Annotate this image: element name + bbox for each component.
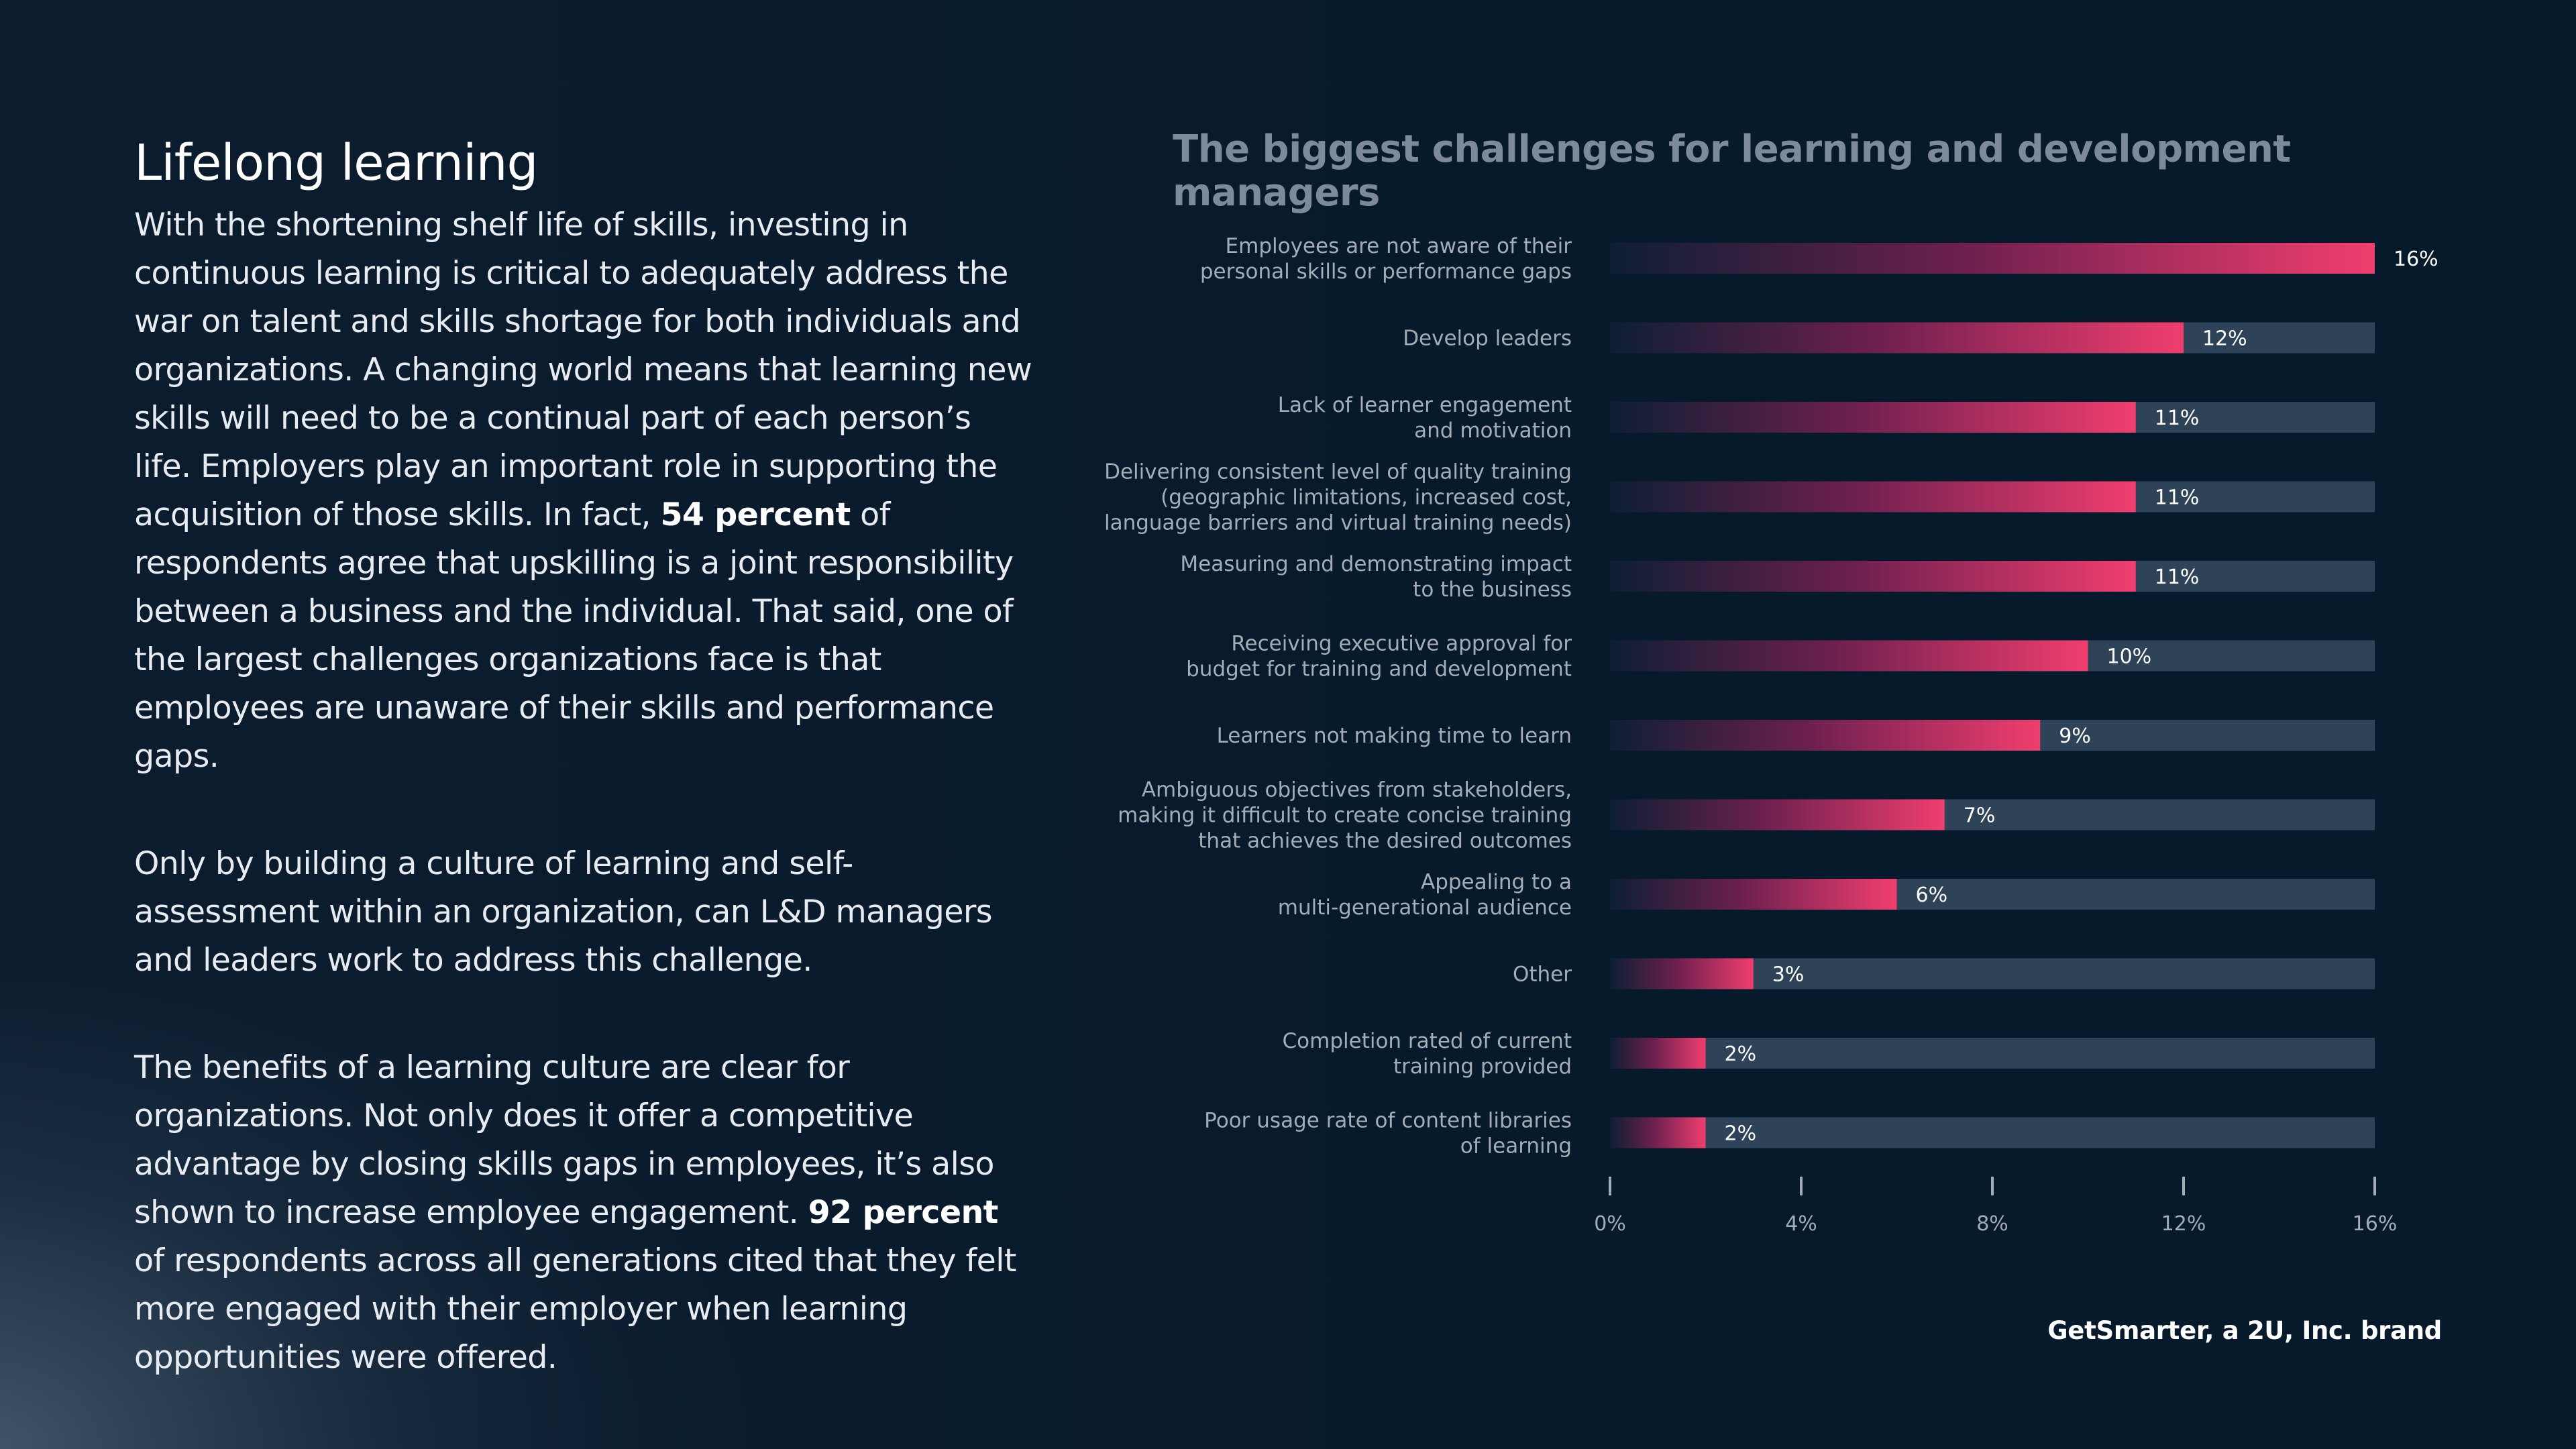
source-credit: GetSmarter, a 2U, Inc. brand — [2047, 1316, 2442, 1345]
category-label-line: personal skills or performance gaps — [1200, 260, 1572, 284]
category-label: Measuring and demonstrating impact to the… — [1180, 552, 1572, 602]
tick-label: 8% — [1976, 1212, 2008, 1236]
bar — [1610, 720, 2041, 751]
data-label: 16% — [2394, 248, 2438, 271]
bar — [1610, 561, 2136, 592]
category-label-line: Learners not making time to learn — [1217, 724, 1572, 748]
bar — [1610, 1117, 1706, 1148]
category-label-line: Completion rated of current — [1283, 1029, 1572, 1053]
category-label-line: Appealing to a — [1421, 870, 1572, 894]
data-label: 11% — [2155, 407, 2200, 430]
category-label-line: budget for training and development — [1186, 657, 1572, 682]
data-label: 12% — [2202, 327, 2247, 351]
bar — [1610, 1038, 1706, 1069]
data-label: 9% — [2059, 724, 2091, 748]
bar — [1610, 322, 2184, 354]
category-label: Receiving executive approval for budget f… — [1186, 632, 1572, 682]
paragraph-1-text-b: of respondents agree that upskilling is … — [134, 496, 1014, 775]
category-label-line: Measuring and demonstrating impact — [1180, 552, 1572, 576]
paragraph-2: Only by building a culture of learning a… — [134, 845, 993, 979]
category-label-line: Employees are not aware of their — [1226, 234, 1572, 258]
category-label-line: Develop leaders — [1403, 327, 1572, 351]
data-label: 3% — [1772, 963, 1805, 987]
category-label-line: making it difficult to create concise tr… — [1118, 804, 1572, 828]
bar — [1610, 799, 1945, 830]
bar-track — [1610, 1117, 2375, 1148]
data-label: 7% — [1964, 804, 1996, 828]
category-label: Appealing to a multi-generational audienc… — [1278, 870, 1572, 920]
category-label-line: Poor usage rate of content libraries — [1204, 1109, 1572, 1133]
tick-label: 12% — [2161, 1212, 2206, 1236]
category-label: Delivering consistent level of quality t… — [1104, 460, 1572, 535]
bar — [1610, 879, 1897, 910]
category-label: Ambiguous objectives from stakeholders, m… — [1118, 778, 1572, 853]
category-label-line: Other — [1513, 963, 1572, 987]
category-label-line: (geographic limitations, increased cost, — [1161, 486, 1572, 510]
category-label-line: and motivation — [1414, 419, 1572, 443]
data-label: 6% — [1916, 883, 1948, 907]
category-label-line: that achieves the desired outcomes — [1198, 829, 1572, 853]
category-label: Lack of learner engagement and motivation — [1278, 393, 1572, 443]
paragraph-1: With the shortening shelf life of skills… — [134, 201, 1033, 781]
tick-label: 0% — [1594, 1212, 1626, 1236]
category-label-line: multi-generational audience — [1278, 896, 1572, 920]
category-label-line: Delivering consistent level of quality t… — [1104, 460, 1572, 484]
article-text: Lifelong learning With the shortening sh… — [134, 134, 1033, 1441]
paragraph-3-text-b: of respondents across all generations ci… — [134, 1242, 1016, 1376]
category-label-line: of learning — [1460, 1134, 1572, 1159]
bar — [1610, 481, 2136, 513]
bar — [1610, 402, 2136, 433]
category-label-line: Ambiguous objectives from stakeholders, — [1142, 778, 1572, 802]
tick-label: 4% — [1785, 1212, 1817, 1236]
category-label: Poor usage rate of content libraries of l… — [1204, 1109, 1572, 1159]
chart-title: The biggest challenges for learning and … — [1173, 127, 2291, 215]
data-label: 11% — [2155, 486, 2200, 510]
data-label: 11% — [2155, 566, 2200, 589]
category-label-line: Receiving executive approval for — [1231, 632, 1572, 656]
category-label-line: training provided — [1393, 1055, 1572, 1079]
paragraph-1-highlight: 54 percent — [660, 496, 851, 533]
category-label: Develop leaders — [1403, 327, 1572, 351]
paragraph-3-highlight: 92 percent — [808, 1194, 999, 1231]
bar-track — [1610, 1038, 2375, 1069]
category-label: Completion rated of current training prov… — [1283, 1029, 1572, 1079]
category-label: Other — [1513, 963, 1572, 987]
category-label-line: to the business — [1413, 578, 1572, 602]
category-label: Employees are not aware of their personal… — [1200, 234, 1572, 284]
paragraph-3-text-a: The benefits of a learning culture are c… — [134, 1049, 994, 1231]
data-label: 10% — [2107, 645, 2152, 669]
bar — [1610, 640, 2088, 672]
bar — [1610, 243, 2375, 274]
category-label-line: language barriers and virtual training n… — [1104, 511, 1572, 535]
paragraph-3: The benefits of a learning culture are c… — [134, 1044, 1033, 1382]
data-label: 2% — [1725, 1122, 1757, 1146]
tick-label: 16% — [2353, 1212, 2398, 1236]
category-label-line: Lack of learner engagement — [1278, 393, 1572, 417]
paragraph-1-text-a: With the shortening shelf life of skills… — [134, 207, 1032, 533]
section-heading: Lifelong learning — [134, 134, 539, 192]
bar — [1610, 958, 1754, 989]
category-label: Learners not making time to learn — [1217, 724, 1572, 748]
data-label: 2% — [1725, 1042, 1757, 1066]
